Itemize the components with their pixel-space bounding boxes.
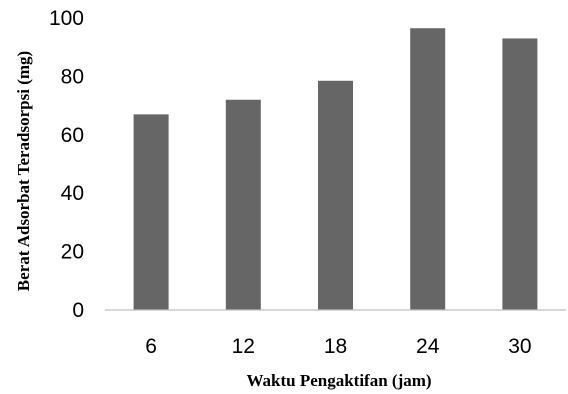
y-tick-label: 40	[61, 182, 84, 205]
y-tick-label: 0	[72, 299, 84, 322]
bar	[318, 80, 353, 310]
bar	[502, 38, 538, 310]
bar	[410, 28, 446, 310]
y-axis-ticks: 0 20 40 60 80 100	[49, 7, 84, 322]
bar	[225, 99, 261, 310]
y-tick-label: 80	[61, 65, 84, 88]
x-axis-ticks: 6 12 18 24 30	[145, 335, 531, 358]
y-tick-label: 20	[61, 241, 84, 264]
y-tick-label: 100	[49, 7, 84, 30]
bar	[133, 114, 169, 310]
x-tick-label: 30	[508, 335, 531, 358]
x-axis-title: Waktu Pengaktifan (jam)	[246, 371, 431, 390]
bars	[133, 28, 538, 310]
x-tick-label: 18	[324, 335, 347, 358]
y-axis-title: Berat Adsorbat Teradsorpsi (mg)	[14, 51, 33, 291]
x-tick-label: 12	[232, 335, 255, 358]
x-tick-label: 6	[145, 335, 157, 358]
y-tick-label: 60	[61, 124, 84, 147]
x-tick-label: 24	[416, 335, 440, 358]
